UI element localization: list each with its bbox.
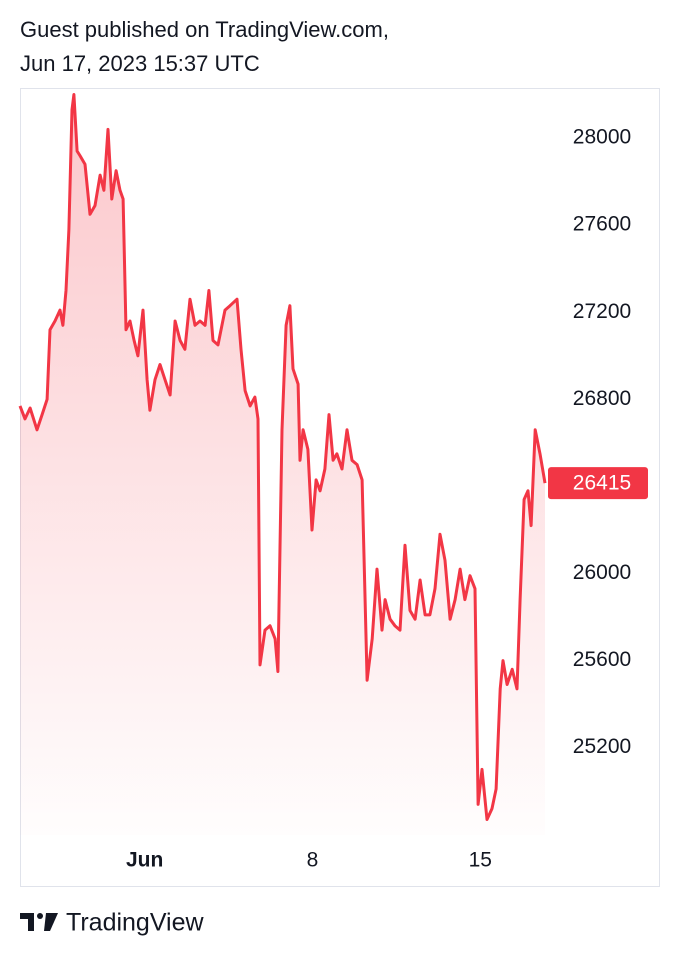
y-tick-label: 27600 <box>573 213 631 236</box>
x-tick-label: 8 <box>307 849 319 872</box>
y-tick-label: 26000 <box>573 561 631 584</box>
y-tick-label: 27200 <box>573 300 631 323</box>
header-line: Jun 17, 2023 15:37 UTC <box>20 51 260 76</box>
brand: TradingView <box>66 909 205 937</box>
last-price-box <box>548 467 648 500</box>
y-tick-label: 25600 <box>573 648 631 671</box>
y-tick-label: 26800 <box>573 387 631 410</box>
y-tick-label: 28000 <box>573 126 631 149</box>
price-line <box>18 93 547 821</box>
header-line: Guest published on TradingView.com, <box>20 17 389 42</box>
y-tick-label: 25200 <box>573 735 631 758</box>
logo <box>20 913 58 931</box>
x-tick-label: Jun <box>126 849 163 872</box>
last-price-label: 26415 <box>573 472 631 495</box>
x-tick-label: 15 <box>469 849 492 872</box>
